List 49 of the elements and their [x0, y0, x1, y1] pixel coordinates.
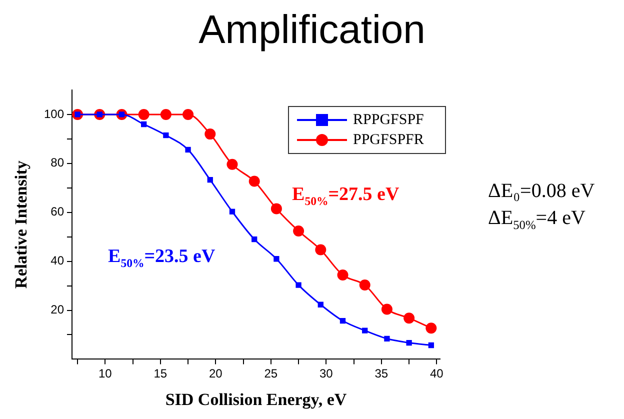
point: [270, 203, 282, 214]
text: ΔE$_{50%}$=4 eV: [488, 207, 586, 233]
chart-title: Amplification: [198, 8, 426, 53]
point: [340, 318, 346, 324]
point: [141, 121, 147, 128]
point: [207, 176, 213, 183]
point: [274, 256, 280, 262]
point: [318, 302, 324, 308]
y-tick-label: 20: [50, 302, 64, 317]
point: [359, 280, 370, 291]
point: [362, 328, 368, 334]
point: [163, 132, 169, 138]
annotation: E$_{50%}$=23.5 eV: [108, 246, 216, 271]
point: [229, 208, 236, 214]
point: [138, 108, 150, 120]
point: [185, 146, 191, 153]
point: [406, 340, 412, 346]
y-tick-label: 60: [50, 204, 64, 219]
x-tick-label: 35: [374, 366, 388, 381]
x-tick-label: 30: [319, 366, 334, 381]
point: [252, 236, 258, 242]
point: [315, 244, 326, 256]
point: [293, 225, 304, 236]
x-tick-label: 15: [154, 366, 168, 381]
point: [426, 322, 437, 334]
text: ΔE₀=0.08 eV: [488, 180, 595, 203]
point: [384, 336, 390, 342]
y-tick-label: 80: [50, 156, 64, 170]
point: [337, 270, 348, 281]
point: [404, 312, 415, 324]
point: [226, 158, 238, 170]
y-axis-title: Relative Intensity: [12, 160, 31, 289]
annotation: E$_{50%}$=27.5 eV: [292, 184, 400, 209]
x-tick-label: 20: [208, 366, 223, 381]
legend-label: RPPGFSPF: [353, 112, 424, 128]
y-tick-label: 40: [50, 254, 64, 268]
x-tick-label: 40: [430, 366, 444, 381]
y-tick-label: 100: [44, 106, 64, 121]
point: [182, 108, 194, 120]
point: [204, 128, 216, 140]
x-tick-label: 10: [98, 366, 112, 381]
x-axis-title: SID Collision Energy, eV: [165, 390, 348, 410]
x-tick-label: 25: [264, 366, 278, 381]
point: [160, 108, 172, 120]
point: [296, 282, 302, 288]
legend-label: PPGFSPFR: [353, 132, 424, 148]
point: [381, 304, 392, 315]
point: [248, 176, 260, 187]
point: [428, 342, 434, 348]
